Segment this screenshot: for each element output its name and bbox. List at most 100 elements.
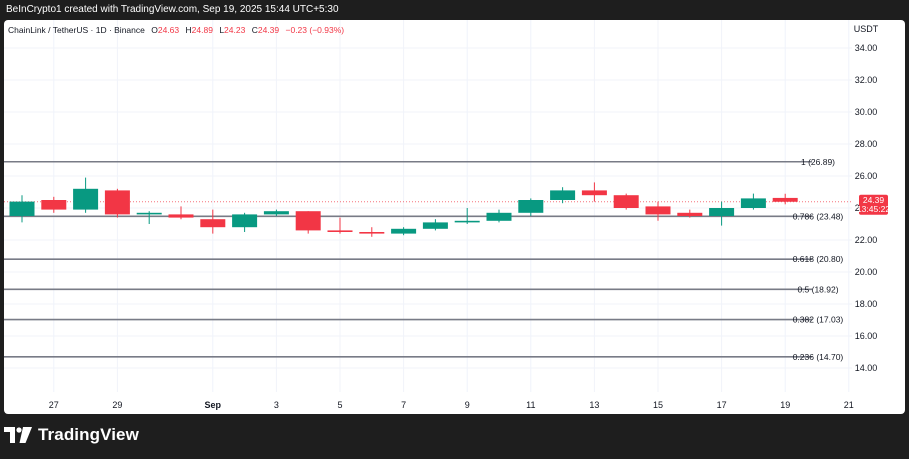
footer-bar: TradingView xyxy=(0,414,909,459)
candle-body xyxy=(41,200,67,210)
candle xyxy=(263,209,289,216)
candle-body xyxy=(73,188,99,210)
last-price-value: 24.39 xyxy=(863,195,885,205)
candle-body xyxy=(295,211,321,231)
candles[interactable] xyxy=(9,177,798,237)
candle-body xyxy=(709,208,735,216)
price-tick-label: 18.00 xyxy=(855,299,878,309)
tradingview-logo[interactable]: TradingView xyxy=(4,425,139,445)
candle xyxy=(41,196,67,213)
price-tick-label: 32.00 xyxy=(855,75,878,85)
candle xyxy=(136,211,162,224)
price-tick-label: 34.00 xyxy=(855,43,878,53)
price-tick-label: 16.00 xyxy=(855,331,878,341)
legend-low-label: L xyxy=(219,25,224,35)
legend-symbol: ChainLink / TetherUS · 1D · Binance xyxy=(8,25,145,35)
time-tick-label: 9 xyxy=(465,400,470,410)
candle xyxy=(709,201,735,226)
candle xyxy=(772,193,798,205)
price-tick-label: 14.00 xyxy=(855,363,878,373)
candle xyxy=(740,193,766,210)
snapshot-caption: BeInCrypto1 created with TradingView.com… xyxy=(6,4,339,15)
candle-body xyxy=(486,212,512,221)
candle xyxy=(168,206,194,220)
legend-open-value: 24.63 xyxy=(158,25,180,35)
candle-body xyxy=(645,206,671,215)
legend-low-value: 24.23 xyxy=(224,25,246,35)
price-tick-label: 26.00 xyxy=(855,171,878,181)
time-tick-label: 7 xyxy=(401,400,406,410)
candle xyxy=(9,195,35,223)
candle xyxy=(232,212,258,232)
legend-high-label: H xyxy=(186,25,192,35)
candle-body xyxy=(359,232,385,234)
tradingview-logo-icon xyxy=(4,427,32,443)
candle xyxy=(613,193,639,210)
candle xyxy=(104,188,130,218)
candle-body xyxy=(391,228,417,234)
candle-body xyxy=(200,219,226,228)
candle xyxy=(359,227,385,237)
bar-countdown: 13:45:22 xyxy=(857,204,890,214)
tradingview-logo-text: TradingView xyxy=(38,425,139,444)
time-tick-label: 19 xyxy=(780,400,790,410)
chart-panel[interactable]: 1 (26.89) 0.786 (23.48) 0.618 (20.80) 0.5 (… xyxy=(4,20,905,414)
candle-body xyxy=(613,195,639,208)
legend-close-value: 24.39 xyxy=(258,25,280,35)
candle xyxy=(73,177,99,213)
time-tick-label: 29 xyxy=(112,400,122,410)
grid xyxy=(4,20,852,392)
candle-body xyxy=(104,190,130,215)
price-tick-label: 28.00 xyxy=(855,139,878,149)
candle-body xyxy=(677,212,703,216)
last-price-badge-bg xyxy=(859,194,888,215)
candle-body xyxy=(518,200,544,213)
candle-body xyxy=(550,190,576,200)
legend: ChainLink / TetherUS · 1D · Binance O24.… xyxy=(8,25,344,35)
fib-level-label: 1 (26.89) xyxy=(801,157,835,167)
candle-body xyxy=(422,222,448,229)
candle xyxy=(677,209,703,218)
price-tick-label: 22.00 xyxy=(855,235,878,245)
time-tick-label: 11 xyxy=(526,400,535,410)
candle-body xyxy=(581,190,607,196)
candle-body xyxy=(772,197,798,202)
candle xyxy=(645,201,671,221)
candle-body xyxy=(168,214,194,218)
time-tick-label: 17 xyxy=(717,400,727,410)
svg-text:ChainLink / TetherUS · 1D · Bi: ChainLink / TetherUS · 1D · Binance O24.… xyxy=(8,25,344,35)
time-tick-label: 27 xyxy=(49,400,59,410)
candle-body xyxy=(232,214,258,228)
fib-level-label: 0.618 (20.80) xyxy=(793,254,844,264)
candle xyxy=(327,217,353,234)
time-tick-label: 5 xyxy=(337,400,342,410)
candle-body xyxy=(327,230,353,232)
fib-level-label: 0.382 (17.03) xyxy=(793,315,844,325)
candle-body xyxy=(740,198,766,208)
candle-body xyxy=(263,211,289,215)
fib-level-label: 0.236 (14.70) xyxy=(793,352,844,362)
time-tick-label: 15 xyxy=(653,400,663,410)
candle xyxy=(422,219,448,231)
price-tick-label: 20.00 xyxy=(855,267,878,277)
time-tick-label: Sep xyxy=(205,400,222,410)
legend-close-label: C xyxy=(252,25,258,35)
time-tick-label: 13 xyxy=(589,400,599,410)
price-axis-unit: USDT xyxy=(854,24,879,34)
candle xyxy=(550,187,576,204)
legend-change: −0.23 (−0.93%) xyxy=(286,25,345,35)
time-axis[interactable]: 27 29 Sep 3 5 7 9 11 13 15 17 19 21 xyxy=(49,400,854,410)
candlestick-chart[interactable]: 1 (26.89) 0.786 (23.48) 0.618 (20.80) 0.5 (… xyxy=(4,20,905,414)
fib-level-label: 0.786 (23.48) xyxy=(793,211,844,221)
last-price-badge: 24.39 13:45:22 xyxy=(857,194,890,215)
candle-body xyxy=(136,212,162,215)
candle xyxy=(518,198,544,216)
fibonacci-levels[interactable]: 1 (26.89) 0.786 (23.48) 0.618 (20.80) 0.5 (… xyxy=(4,157,843,362)
candle xyxy=(391,227,417,236)
candle xyxy=(295,211,321,234)
candle-body xyxy=(454,220,480,223)
price-tick-label: 30.00 xyxy=(855,107,878,117)
time-tick-label: 3 xyxy=(274,400,279,410)
legend-open-label: O xyxy=(151,25,158,35)
top-bar: BeInCrypto1 created with TradingView.com… xyxy=(0,0,909,20)
